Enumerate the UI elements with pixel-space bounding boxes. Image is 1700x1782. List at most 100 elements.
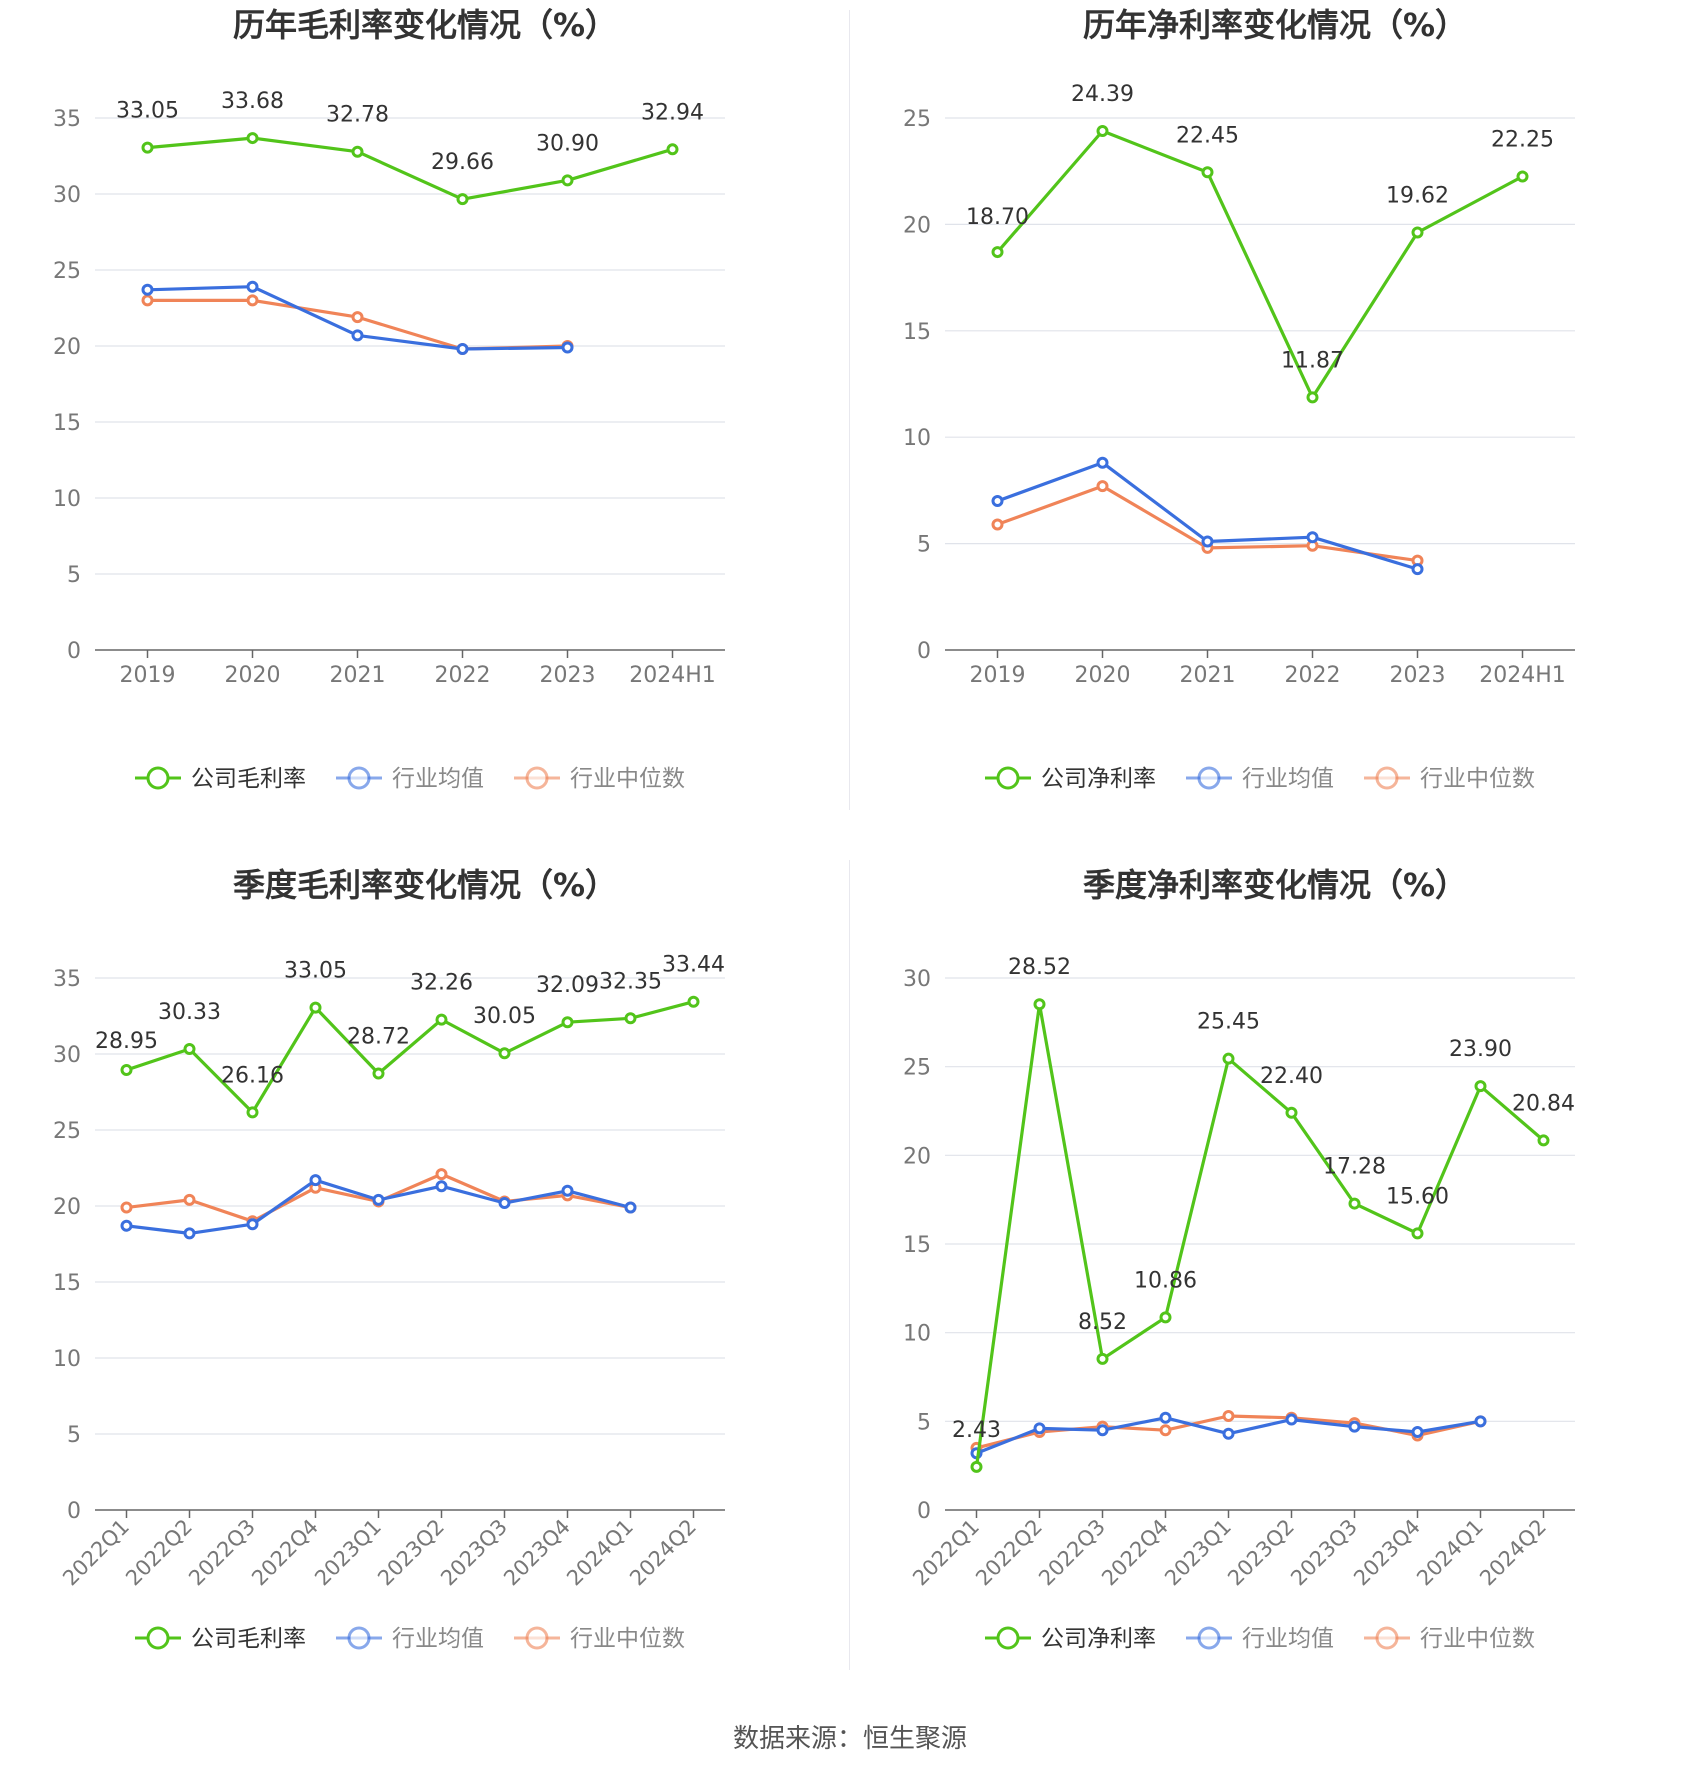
x-tick-label: 2019 xyxy=(120,663,176,688)
data-point-median xyxy=(1222,1410,1235,1423)
data-label: 30.33 xyxy=(158,1000,221,1025)
data-point-avg xyxy=(183,1227,196,1240)
data-point-avg xyxy=(246,1218,259,1231)
data-point-avg xyxy=(1411,1425,1424,1438)
legend-circle-icon xyxy=(347,766,371,790)
quarterly-gross-margin-chart: 季度毛利率变化情况（%）051015202530352022Q12022Q220… xyxy=(53,866,725,1652)
legend-item-median: 行业中位数 xyxy=(514,766,685,792)
data-label: 24.39 xyxy=(1071,82,1134,107)
data-point-company xyxy=(1306,391,1319,404)
y-tick-label: 10 xyxy=(903,1322,931,1347)
x-tick-label: 2024Q2 xyxy=(625,1515,701,1591)
data-point-avg xyxy=(456,343,469,356)
x-tick-label: 2023Q4 xyxy=(499,1515,575,1591)
data-point-company xyxy=(246,132,259,145)
data-source: 数据来源：恒生聚源 xyxy=(0,1718,1700,1755)
legend-item-avg: 行业均值 xyxy=(336,766,484,792)
legend-label: 行业均值 xyxy=(1242,766,1334,792)
data-label: 26.16 xyxy=(221,1063,284,1088)
y-tick-label: 25 xyxy=(903,107,931,132)
x-tick-label: 2019 xyxy=(970,663,1026,688)
legend-label: 行业均值 xyxy=(1242,1626,1334,1652)
x-tick-label: 2021 xyxy=(330,663,386,688)
legend-circle-icon xyxy=(996,766,1020,790)
data-label: 10.86 xyxy=(1134,1268,1197,1293)
chart-title: 历年净利率变化情况（%） xyxy=(1083,6,1467,44)
legend-label: 公司净利率 xyxy=(1041,766,1156,792)
data-point-avg xyxy=(435,1180,448,1193)
data-point-avg xyxy=(1159,1411,1172,1424)
data-point-avg xyxy=(246,280,259,293)
x-tick-label: 2022 xyxy=(1285,663,1341,688)
x-tick-label: 2022Q2 xyxy=(971,1515,1047,1591)
x-tick-label: 2022Q3 xyxy=(184,1515,260,1591)
x-tick-label: 2022Q1 xyxy=(908,1515,984,1591)
y-tick-label: 20 xyxy=(903,213,931,238)
data-label: 18.70 xyxy=(966,205,1029,230)
x-tick-label: 2023Q3 xyxy=(1286,1515,1362,1591)
legend-item-median: 行业中位数 xyxy=(1364,766,1535,792)
panel-divider xyxy=(849,860,850,1670)
data-point-company xyxy=(141,141,154,154)
y-tick-label: 0 xyxy=(917,639,931,664)
legend-circle-icon xyxy=(1375,1626,1399,1650)
x-tick-label: 2024Q1 xyxy=(562,1515,638,1591)
data-label: 33.05 xyxy=(116,99,179,124)
legend-circle-icon xyxy=(1375,766,1399,790)
data-point-company xyxy=(498,1047,511,1060)
data-point-avg xyxy=(1033,1422,1046,1435)
legend-circle-icon xyxy=(996,1626,1020,1650)
annual-net-margin-chart: 历年净利率变化情况（%） 0 5 10 15 20 25 2019 2020 2021 2022 20… xyxy=(903,6,1575,792)
y-tick-label: 35 xyxy=(53,107,81,132)
data-point-company xyxy=(1411,226,1424,239)
x-tick-label: 2020 xyxy=(225,663,281,688)
data-point-company xyxy=(666,143,679,156)
x-tick-label: 2024H1 xyxy=(629,663,716,688)
data-point-company xyxy=(687,995,700,1008)
data-point-avg xyxy=(1285,1413,1298,1426)
x-tick-label: 2023Q1 xyxy=(310,1515,386,1591)
data-point-avg xyxy=(1222,1427,1235,1440)
x-tick-label: 2022Q3 xyxy=(1034,1515,1110,1591)
data-label: 33.68 xyxy=(221,89,284,114)
data-point-company xyxy=(1033,998,1046,1011)
series-line-company xyxy=(974,1002,1545,1468)
series-line-median xyxy=(147,298,568,351)
data-point-median xyxy=(435,1168,448,1181)
chart-title: 季度毛利率变化情况（%） xyxy=(233,866,617,904)
data-point-company xyxy=(624,1012,637,1025)
data-point-company xyxy=(1201,166,1214,179)
data-label: 20.84 xyxy=(1512,1091,1575,1116)
data-point-company xyxy=(1537,1134,1550,1147)
data-point-company xyxy=(561,174,574,187)
data-point-median xyxy=(1159,1424,1172,1437)
y-tick-label: 10 xyxy=(903,426,931,451)
x-tick-label: 2023Q2 xyxy=(373,1515,449,1591)
data-label: 17.28 xyxy=(1323,1155,1386,1180)
legend-label: 行业均值 xyxy=(392,766,484,792)
x-tick-label: 2023Q3 xyxy=(436,1515,512,1591)
data-point-company xyxy=(309,1001,322,1014)
data-point-avg xyxy=(1096,456,1109,469)
data-label: 2.43 xyxy=(952,1418,1001,1443)
data-label: 30.90 xyxy=(536,131,599,156)
legend-item-avg: 行业均值 xyxy=(336,1626,484,1652)
data-point-avg xyxy=(372,1193,385,1206)
annual-gross-margin-chart: 历年毛利率变化情况（%） 0 5 10 15 20 25 30 35 2019 2020 2021 20… xyxy=(53,6,725,792)
legend-label: 公司毛利率 xyxy=(191,1626,306,1652)
data-point-company xyxy=(970,1460,983,1473)
y-tick-label: 25 xyxy=(53,1119,81,1144)
y-tick-label: 10 xyxy=(53,1347,81,1372)
legend-label: 公司毛利率 xyxy=(191,766,306,792)
quarterly-net-margin-chart: 季度净利率变化情况（%）0510152025302022Q12022Q22022… xyxy=(903,866,1575,1652)
x-tick-label: 2021 xyxy=(1180,663,1236,688)
data-point-company xyxy=(1159,1311,1172,1324)
data-label: 33.44 xyxy=(662,953,725,978)
chart-title: 历年毛利率变化情况（%） xyxy=(233,6,617,44)
data-point-avg xyxy=(351,329,364,342)
y-tick-label: 25 xyxy=(53,259,81,284)
legend-circle-icon xyxy=(1197,766,1221,790)
data-point-company xyxy=(1516,170,1529,183)
legend-circle-icon xyxy=(525,1626,549,1650)
series-line-company xyxy=(147,136,673,201)
